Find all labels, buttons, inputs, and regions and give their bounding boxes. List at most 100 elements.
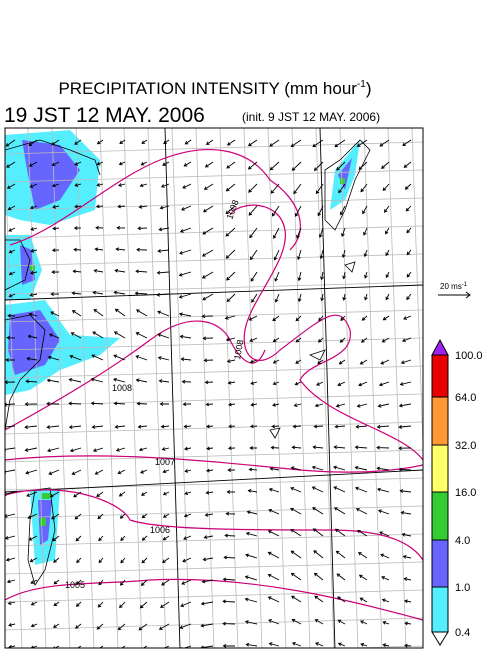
wind-arrow xyxy=(26,356,38,361)
wind-arrow xyxy=(74,139,82,145)
wind-arrow xyxy=(381,598,390,603)
wind-arrow xyxy=(114,308,126,317)
title: PRECIPITATION INTENSITY (mm hour-1) xyxy=(58,79,371,98)
wind-arrow xyxy=(178,312,192,317)
wind-arrow xyxy=(224,533,236,538)
wind-arrow xyxy=(95,204,104,209)
wind-arrow xyxy=(403,643,412,648)
wind-arrow xyxy=(402,139,412,146)
wind-arrow xyxy=(139,601,148,609)
wind-arrow xyxy=(200,601,214,606)
wind-arrow xyxy=(160,183,170,188)
isobar-label: 1006 xyxy=(150,525,170,535)
wind-arrow xyxy=(290,528,302,537)
wind-arrow xyxy=(222,577,236,582)
parallel xyxy=(5,449,423,463)
wind-arrow xyxy=(5,402,16,407)
wind-arrow xyxy=(356,529,368,537)
wind-arrow xyxy=(115,447,126,452)
parallel xyxy=(5,477,423,491)
wind-arrow xyxy=(71,310,82,317)
wind-arrow xyxy=(318,315,324,322)
wind-arrow xyxy=(93,309,104,317)
map-area: 1008 1008 1008 1007 1006 1005 xyxy=(5,128,423,648)
wind-arrow xyxy=(382,315,390,321)
wind-arrow xyxy=(228,402,236,407)
wind-arrow xyxy=(398,467,412,472)
wind-arrow xyxy=(179,623,192,629)
wind-arrow xyxy=(91,354,104,361)
wind-arrow xyxy=(274,293,280,303)
wind-arrow xyxy=(379,139,390,147)
wind-arrow xyxy=(202,336,214,341)
wind-arrow xyxy=(29,293,38,297)
wind-arrow xyxy=(244,575,258,581)
wind-arrow xyxy=(271,205,280,217)
wind-arrow xyxy=(26,491,38,497)
wind-arrow xyxy=(136,401,148,406)
meridian xyxy=(291,128,311,648)
wind-arrow xyxy=(159,205,170,210)
wind-arrow xyxy=(120,535,126,542)
wind-arrow xyxy=(24,425,38,429)
wind-arrow xyxy=(291,161,302,171)
wind-arrow xyxy=(356,139,368,147)
wind-arrow xyxy=(5,139,16,147)
wind-arrow xyxy=(314,403,324,408)
wind-arrow xyxy=(340,315,346,322)
wind-arrow xyxy=(381,337,390,343)
wind-arrow xyxy=(183,424,192,429)
wind-arrow xyxy=(205,468,214,473)
wind-arrow xyxy=(53,623,60,628)
wind-arrow xyxy=(29,205,38,210)
wind-arrow xyxy=(405,205,412,212)
wind-arrow xyxy=(355,508,368,515)
wind-arrow xyxy=(316,381,324,386)
wind-arrow xyxy=(227,380,236,385)
wind-arrow xyxy=(51,183,60,188)
wind-arrow xyxy=(269,161,280,171)
wind-arrow xyxy=(355,486,368,493)
wind-arrow xyxy=(184,491,192,496)
wind-arrow xyxy=(292,424,302,429)
wind-arrow xyxy=(113,331,126,339)
colorbar-label: 100.0 xyxy=(455,350,483,362)
wind-arrow xyxy=(135,355,148,361)
wind-arrow xyxy=(75,601,82,607)
parallel xyxy=(5,225,423,239)
wind-arrow xyxy=(272,337,280,343)
wind-arrow xyxy=(74,513,82,520)
wind-arrow xyxy=(376,487,390,493)
wind-arrow xyxy=(248,315,258,321)
wind-arrow xyxy=(267,551,280,559)
wind-arrow xyxy=(156,292,170,297)
wind-arrow xyxy=(225,205,236,215)
wind-arrow xyxy=(358,574,368,581)
wind-arrow xyxy=(114,268,126,273)
wind-arrow xyxy=(205,402,214,407)
wind-arrow xyxy=(399,381,412,386)
wind-arrow xyxy=(74,645,82,648)
wind-arrow xyxy=(184,446,192,451)
wind-arrow xyxy=(401,337,412,343)
wind-arrow xyxy=(202,205,214,213)
wind-arrow xyxy=(297,293,302,303)
wind-arrow xyxy=(333,465,346,471)
wind-arrow xyxy=(74,161,82,166)
wind-arrow xyxy=(312,528,324,537)
wind-arrow xyxy=(268,642,280,647)
wind-arrow xyxy=(313,550,324,559)
wind-arrow xyxy=(184,139,192,145)
wind-arrow xyxy=(91,425,104,429)
wind-arrow xyxy=(360,337,368,343)
wind-arrow xyxy=(51,248,60,253)
wind-arrow xyxy=(338,183,346,194)
wind-arrow xyxy=(401,532,412,537)
wind-arrow xyxy=(73,491,82,498)
wind-arrow xyxy=(50,311,60,317)
wind-arrow xyxy=(364,271,368,279)
wind-arrow xyxy=(315,183,324,195)
wind-arrow xyxy=(358,381,368,387)
wind-arrow xyxy=(270,183,280,194)
